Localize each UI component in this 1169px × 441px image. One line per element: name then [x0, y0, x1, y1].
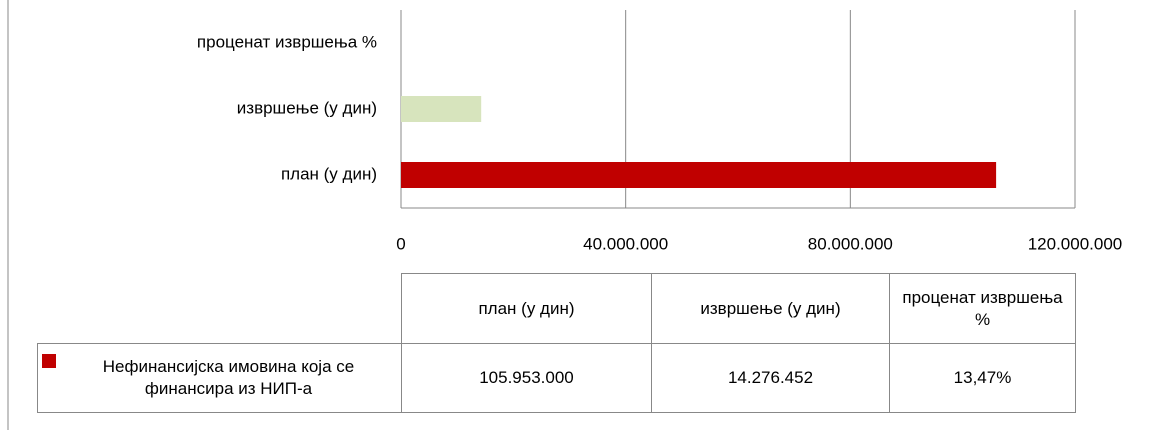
table-header: проценат извршења %	[889, 273, 1076, 344]
table-value: 13,47%	[889, 343, 1076, 413]
bar	[401, 96, 482, 122]
x-tick-label: 0	[396, 234, 405, 253]
table-value: 105.953.000	[401, 343, 652, 413]
x-tick-label: 80.000.000	[808, 234, 893, 253]
table-header: план (у дин)	[401, 273, 652, 344]
y-tick-label: проценат извршења %	[197, 32, 377, 51]
y-tick-label: извршење (у дин)	[237, 98, 377, 117]
y-tick-label: план (у дин)	[281, 164, 377, 183]
table-row-label: Нефинансијска имовина која се финансира …	[37, 343, 402, 413]
table-header: извршење (у дин)	[651, 273, 890, 344]
x-tick-label: 40.000.000	[583, 234, 668, 253]
legend-key	[42, 354, 56, 368]
legend-label: Нефинансијска имовина која се финансира …	[102, 357, 355, 398]
table-value: 14.276.452	[651, 343, 890, 413]
x-tick-label: 120.000.000	[1028, 234, 1123, 253]
bar	[401, 162, 997, 188]
